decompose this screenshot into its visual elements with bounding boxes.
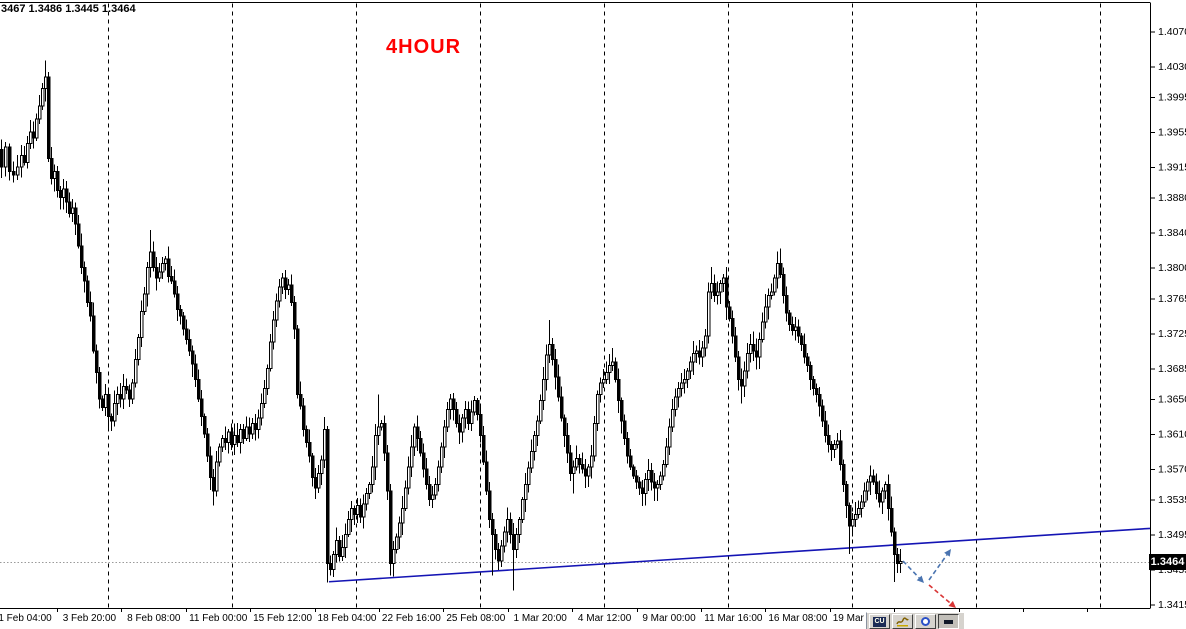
price-scale-label: 1.3800 xyxy=(1158,262,1186,274)
time-scale-label: 22 Feb 16:00 xyxy=(382,613,441,624)
time-scale: 1 Feb 04:00 3 Feb 20:00 8 Feb 08:00 11 Feb … xyxy=(0,608,1088,624)
scribble-app-icon xyxy=(896,617,909,627)
time-scale-label: 11 Mar 16:00 xyxy=(704,613,763,624)
price-scale-label: 1.3915 xyxy=(1158,162,1186,174)
time-scale-label: 8 Feb 08:00 xyxy=(127,613,181,624)
taskbar-app-button-1[interactable]: CU xyxy=(869,614,890,629)
projection-arrows[interactable] xyxy=(902,549,956,608)
arrowhead xyxy=(948,600,956,608)
timeframe-label: 4HOUR xyxy=(386,36,462,58)
price-scale-label: 1.3495 xyxy=(1158,529,1186,541)
arrowhead xyxy=(944,549,951,557)
price-scale-label: 1.3415 xyxy=(1158,599,1186,611)
price-scale-label: 1.4070 xyxy=(1158,26,1186,38)
time-scale-label: 9 Mar 00:00 xyxy=(642,613,696,624)
arrowhead xyxy=(916,575,924,583)
time-scale-label: 11 Feb 00:00 xyxy=(189,613,248,624)
time-scale-label: 16 Mar 08:00 xyxy=(768,613,827,624)
price-scale-label: 1.3880 xyxy=(1158,192,1186,204)
price-scale-label: 1.3840 xyxy=(1158,227,1186,239)
time-scale-label: 19 Mar 00:00 xyxy=(833,613,892,624)
o-app-icon xyxy=(921,617,930,626)
price-scale-label: 1.3685 xyxy=(1158,363,1186,375)
taskbar-app-button-2[interactable] xyxy=(892,614,913,629)
time-scale-label: 15 Feb 12:00 xyxy=(253,613,312,624)
price-scale-label: 1.3650 xyxy=(1158,393,1186,405)
taskbar-app-button-4[interactable] xyxy=(938,614,959,629)
price-scale: 1.4070 1.4030 1.3995 1.3955 1.3915 1.3880 1.38… xyxy=(1150,26,1186,611)
price-scale-label: 1.3955 xyxy=(1158,127,1186,139)
time-scale-label: 3 Feb 20:00 xyxy=(63,613,117,624)
taskbar-fragment: CU xyxy=(866,612,964,629)
time-scale-label: 1 Feb 04:00 xyxy=(0,613,52,624)
price-scale-label: 1.3765 xyxy=(1158,293,1186,305)
price-scale-label: 1.3535 xyxy=(1158,494,1186,506)
taskbar-app-button-3[interactable] xyxy=(915,614,936,629)
time-scale-label: 18 Feb 04:00 xyxy=(318,613,377,624)
price-scale-label: 1.4030 xyxy=(1158,61,1186,73)
price-scale-label: 1.3995 xyxy=(1158,92,1186,104)
time-scale-label: 25 Feb 08:00 xyxy=(446,613,505,624)
candles xyxy=(0,60,903,591)
current-price-tag: 1.3464 xyxy=(1149,554,1186,570)
price-scale-label: 1.3610 xyxy=(1158,428,1186,440)
price-scale-label: 1.3570 xyxy=(1158,463,1186,475)
ohlc-readout: 3467 1.3486 1.3445 1.3464 xyxy=(1,3,136,15)
trendline[interactable] xyxy=(328,527,1151,583)
cu-app-icon: CU xyxy=(873,616,886,627)
time-scale-label: 1 Mar 20:00 xyxy=(514,613,568,624)
dash-app-icon xyxy=(944,619,953,624)
price-scale-label: 1.3725 xyxy=(1158,328,1186,340)
gridlines xyxy=(108,3,1101,608)
time-scale-label: 4 Mar 12:00 xyxy=(578,613,632,624)
chart-frame xyxy=(0,2,1151,609)
